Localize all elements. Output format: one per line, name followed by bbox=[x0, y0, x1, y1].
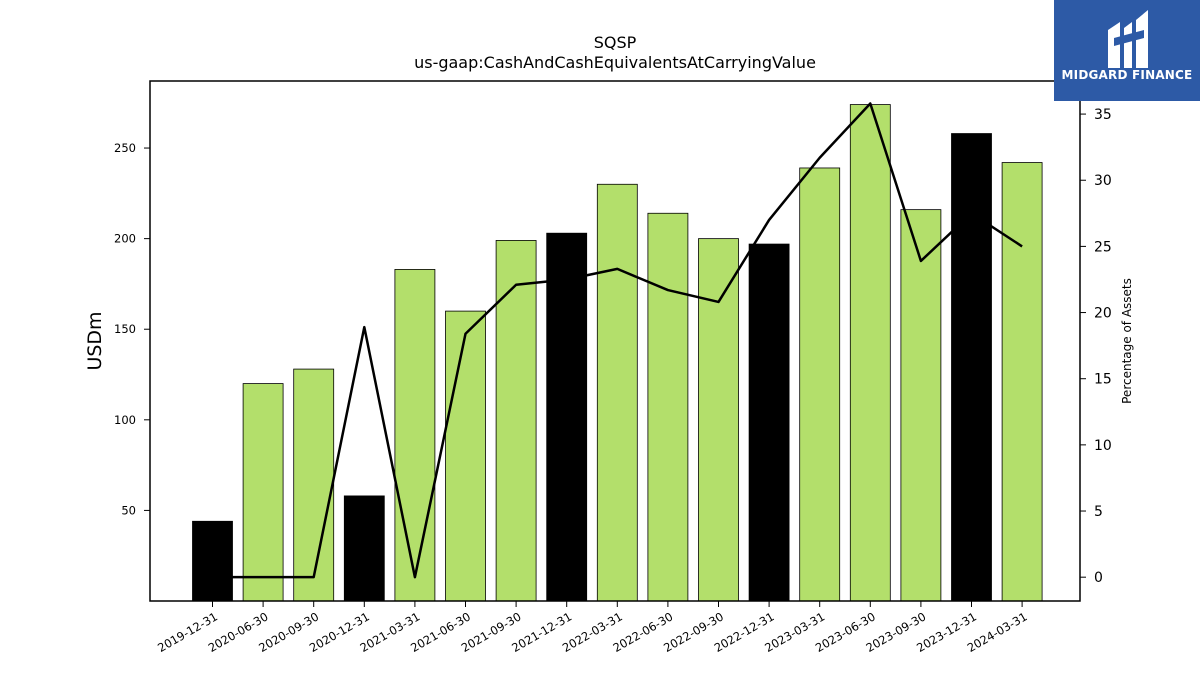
bar-2023-03-31 bbox=[799, 167, 841, 602]
bar-2021-12-31 bbox=[546, 232, 588, 602]
bars-group bbox=[192, 104, 1043, 602]
y-right-tick-label: 35 bbox=[1094, 107, 1112, 123]
chart-subtitle: us-gaap:CashAndCashEquivalentsAtCarrying… bbox=[414, 53, 816, 72]
bar-2023-09-30 bbox=[900, 209, 942, 602]
y-right-tick-label: 0 bbox=[1094, 570, 1103, 586]
bar-2023-12-31 bbox=[951, 133, 992, 602]
y-right-tick-label: 30 bbox=[1094, 173, 1112, 189]
y-right-tick-label: 10 bbox=[1094, 438, 1112, 454]
y-tick-label: 50 bbox=[121, 503, 136, 517]
plot-frame bbox=[149, 80, 1081, 602]
brand-logo: MIDGARD FINANCE bbox=[1054, 0, 1200, 101]
y-tick-label: 100 bbox=[114, 413, 136, 427]
chart-title: SQSP bbox=[594, 33, 637, 52]
y-axis-label: USDm bbox=[84, 311, 106, 370]
bar-2021-06-30 bbox=[445, 310, 486, 602]
y-right-tick-label: 15 bbox=[1094, 372, 1112, 388]
percentage-line bbox=[212, 102, 1023, 579]
bar-2020-06-30 bbox=[242, 383, 284, 602]
y-axis-right-label: Percentage of Assets bbox=[1120, 278, 1134, 404]
brand-name: MIDGARD FINANCE bbox=[1061, 68, 1193, 82]
bar-2023-06-30 bbox=[849, 104, 891, 602]
bar-2021-09-30 bbox=[495, 240, 537, 602]
bar-2022-09-30 bbox=[698, 238, 739, 602]
y-right-tick-label: 25 bbox=[1094, 239, 1112, 255]
y-tick-label: 150 bbox=[114, 322, 136, 336]
y-right-tick-label: 20 bbox=[1094, 306, 1112, 322]
bar-2019-12-31 bbox=[192, 520, 233, 602]
bar-2022-03-31 bbox=[596, 183, 638, 602]
y-tick-label: 250 bbox=[114, 141, 136, 155]
bar-2020-12-31 bbox=[343, 495, 385, 602]
line-group bbox=[212, 102, 1023, 579]
y-right-tick-label: 5 bbox=[1094, 504, 1103, 520]
bar-2020-09-30 bbox=[293, 368, 335, 602]
bar-2024-03-31 bbox=[1001, 162, 1043, 602]
logo-mark-icon bbox=[1108, 10, 1148, 68]
bar-2021-03-31 bbox=[394, 269, 436, 602]
y-tick-label: 200 bbox=[114, 232, 136, 246]
bar-2022-12-31 bbox=[748, 243, 790, 602]
bar-2022-06-30 bbox=[647, 212, 689, 602]
